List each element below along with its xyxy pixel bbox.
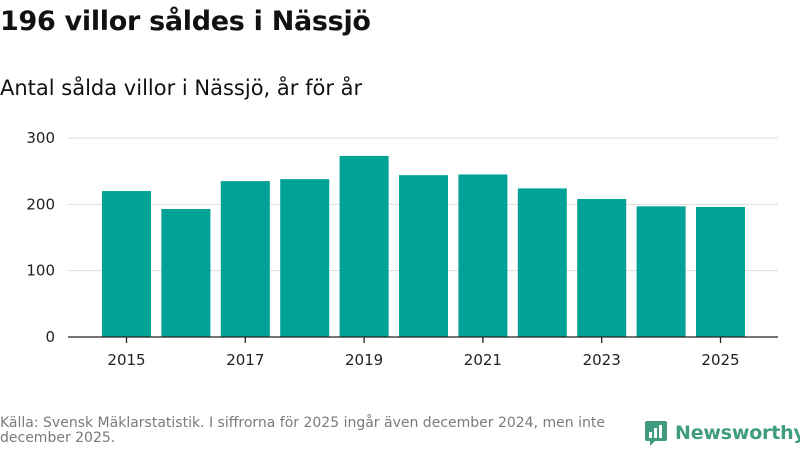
source-note: Källa: Svensk Mäklarstatistik. I siffror… (0, 415, 605, 446)
bar-2015 (102, 191, 151, 337)
y-tick-label: 0 (45, 328, 55, 346)
bar-2024 (636, 206, 686, 337)
x-tick-label: 2021 (464, 351, 502, 369)
bar-2022 (517, 188, 567, 337)
bar-2019 (339, 155, 389, 337)
x-tick-label: 2025 (701, 351, 739, 369)
y-tick-label: 200 (26, 195, 55, 213)
logo-text: Newsworthy (675, 422, 800, 444)
bar-2016 (161, 208, 211, 337)
x-tick-label: 2017 (226, 351, 264, 369)
bar-2018 (280, 179, 330, 337)
y-tick-label: 100 (26, 262, 55, 280)
bar-2023 (577, 199, 627, 337)
x-tick-label: 2023 (583, 351, 621, 369)
bars (102, 155, 745, 337)
x-tick-label: 2015 (107, 351, 145, 369)
newsworthy-logo: Newsworthy (644, 419, 800, 447)
bar-2020 (399, 175, 448, 337)
chart-title: 196 villor såldes i Nässjö (0, 6, 371, 37)
newsworthy-bar-chart-icon (645, 421, 667, 446)
y-tick-label: 300 (26, 129, 55, 147)
axes: 0 100 200 300 2015 2017 2019 2021 2023 2025 (26, 129, 778, 369)
x-tick-label: 2019 (345, 351, 383, 369)
bar-chart: 0 100 200 300 2015 2017 2019 2021 2023 2025 (26, 129, 778, 369)
bar-2021 (458, 174, 508, 337)
bar-2017 (220, 181, 270, 337)
bar-2025 (696, 206, 745, 337)
chart-subtitle: Antal sålda villor i Nässjö, år för år (0, 76, 363, 100)
